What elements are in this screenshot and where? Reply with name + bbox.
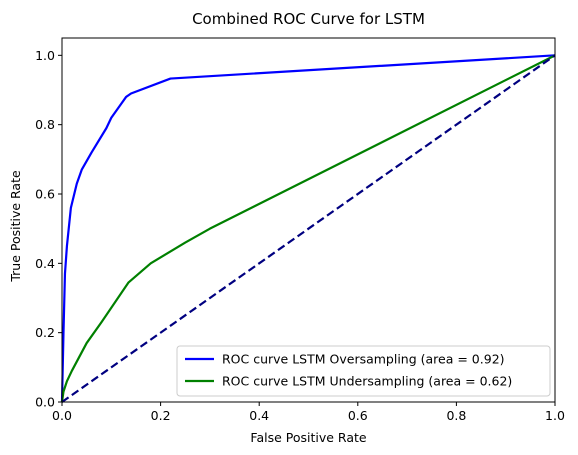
y-tick-label: 0.0 [35, 395, 55, 410]
y-axis-label: True Positive Rate [8, 170, 23, 283]
series-line-2 [61, 54, 556, 403]
series-line-1 [60, 54, 556, 403]
legend: ROC curve LSTM Oversampling (area = 0.92… [176, 345, 551, 397]
y-tick-label: 1.0 [35, 48, 55, 63]
x-tick-label: 0.2 [151, 408, 171, 423]
y-axis-ticks: 0.0 0.2 0.4 0.6 0.8 1.0 [35, 48, 62, 410]
y-tick-label: 0.2 [35, 325, 55, 340]
x-tick-label: 1.0 [545, 408, 565, 423]
x-tick-label: 0.8 [446, 408, 466, 423]
y-tick-label: 0.8 [35, 117, 55, 132]
legend-label: ROC curve LSTM Undersampling (area = 0.6… [222, 374, 512, 389]
x-tick-label: 0.6 [348, 408, 368, 423]
x-tick-label: 0.0 [52, 408, 72, 423]
legend-box [176, 345, 551, 397]
series-line-0 [60, 54, 556, 403]
plot-area [60, 37, 556, 403]
y-tick-label: 0.4 [35, 256, 55, 271]
y-tick-label: 0.6 [35, 187, 55, 202]
axes-frame [61, 37, 556, 403]
legend-label: ROC curve LSTM Oversampling (area = 0.92… [222, 352, 505, 367]
chart-title: Combined ROC Curve for LSTM [192, 10, 425, 28]
x-axis-label: False Positive Rate [250, 430, 366, 445]
x-axis-ticks: 0.0 0.2 0.4 0.6 0.8 1.0 [52, 402, 565, 423]
x-tick-label: 0.4 [249, 408, 269, 423]
